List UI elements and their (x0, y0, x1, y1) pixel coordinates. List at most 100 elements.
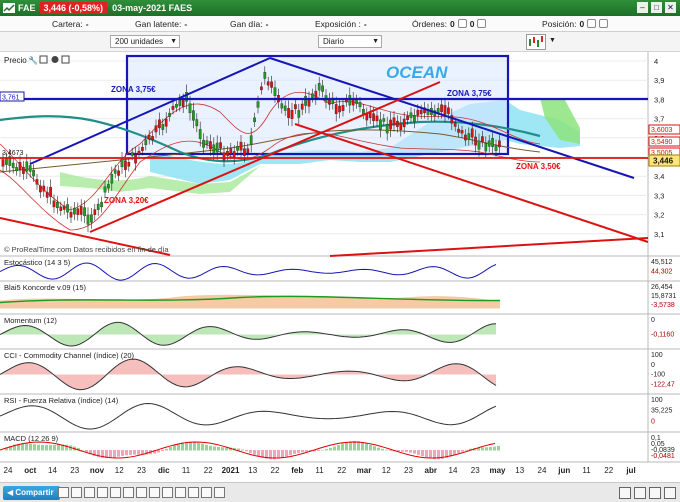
indicator-axis-value: 15,8731 (651, 293, 676, 300)
chevron-down-icon[interactable]: ▼ (549, 37, 556, 44)
minimize-icon[interactable]: – (637, 2, 648, 13)
candle-body (175, 104, 178, 108)
candle-body (280, 103, 284, 109)
scroll-end-icon[interactable] (664, 487, 676, 499)
macd-histogram-bar (469, 448, 472, 451)
candle-body (205, 140, 209, 145)
settings-square-icon[interactable] (39, 55, 48, 64)
draw-tool-icon-7[interactable] (136, 487, 147, 498)
position-close-icon[interactable] (599, 19, 609, 28)
zoom-out-icon[interactable] (634, 487, 646, 499)
x-axis-tick-label: 2021 (222, 466, 240, 475)
macd-histogram-bar (85, 450, 88, 453)
draw-tool-icon-2[interactable] (71, 487, 82, 498)
y-axis-tick-label: 3,9 (654, 76, 664, 85)
indicator-title: Blai5 Koncorde v.09 (15) (4, 283, 86, 292)
candle-body (66, 204, 69, 213)
macd-histogram-bar (321, 449, 324, 451)
units-select[interactable]: 200 unidades ▼ (110, 35, 180, 48)
zoom-in-icon[interactable] (619, 487, 631, 499)
exposicion-group: Exposición : - (315, 19, 367, 29)
macd-histogram-bar (333, 446, 336, 451)
x-axis-tick-label: 13 (515, 466, 524, 475)
macd-histogram-bar (409, 450, 412, 453)
candle-body (348, 95, 352, 106)
chevron-down-icon: ▼ (372, 38, 379, 45)
candle-body (355, 99, 358, 104)
oscillator-line (0, 358, 497, 391)
period-select[interactable]: Diario ▼ (318, 35, 382, 48)
close-icon[interactable]: ✕ (665, 2, 676, 13)
indicator-panel: Blai5 Koncorde v.09 (15) 26,454 15,8731 -3,… (0, 283, 676, 309)
draw-tool-icon-1[interactable] (58, 487, 69, 498)
y-axis-tick-label: 3,1 (654, 230, 664, 239)
orders-book-icon[interactable] (477, 19, 487, 28)
posicion-group: Posición: 0 (542, 19, 609, 29)
candle-body (110, 174, 114, 184)
macd-histogram-bar (257, 450, 260, 457)
macd-histogram-bar (17, 443, 20, 451)
maximize-icon[interactable]: □ (651, 2, 662, 13)
share-button[interactable]: ◀ Compartir (3, 486, 60, 500)
orders-list-icon[interactable] (457, 19, 467, 28)
macd-histogram-bar (341, 443, 344, 451)
ganancia-label: Gan latente: (135, 18, 182, 29)
indicator-axis-value: 0 (651, 362, 655, 369)
draw-tool-icon-10[interactable] (175, 487, 186, 498)
candle-body (498, 140, 501, 148)
candle-body (287, 108, 290, 118)
macd-histogram-bar (81, 449, 84, 451)
macd-histogram-bar (189, 441, 192, 451)
draw-tool-icon-9[interactable] (162, 487, 173, 498)
indicator-axis-value: 0 (651, 418, 655, 425)
macd-histogram-bar (425, 450, 428, 458)
candle-body (440, 104, 443, 113)
macd-histogram-bar (153, 450, 156, 454)
candle-body (450, 115, 454, 124)
draw-tool-icon-8[interactable] (149, 487, 160, 498)
candle-body (209, 141, 212, 150)
draw-tool-icon-6[interactable] (123, 487, 134, 498)
chart-area[interactable]: OCEAN ZONA 3,75€ ZONA 3,75€ ZONA 3,50€ Z… (0, 52, 680, 482)
candle-body (334, 104, 338, 115)
macd-histogram-bar (29, 443, 32, 451)
candle-body (443, 105, 447, 115)
wrench-icon[interactable]: 🔧 (28, 55, 38, 65)
chart-style-icon[interactable] (526, 34, 546, 50)
right-tag-value-1: 3,6003 (651, 127, 673, 134)
price-change-badge: 3,446 (-0,58%) (39, 2, 108, 14)
fit-icon[interactable] (649, 487, 661, 499)
draw-tool-icon-12[interactable] (201, 487, 212, 498)
draw-tool-icon-3[interactable] (84, 487, 95, 498)
maximize-panel-icon[interactable] (61, 55, 70, 64)
macd-histogram-bar (397, 450, 400, 452)
zona-375-right-label: ZONA 3,75€ (447, 89, 492, 98)
macd-histogram-bar (273, 450, 276, 460)
draw-tool-icon-11[interactable] (188, 487, 199, 498)
macd-histogram-bar (49, 445, 52, 451)
draw-tool-icon-4[interactable] (97, 487, 108, 498)
red-support-line-left (0, 217, 171, 256)
candle-body (392, 117, 396, 126)
macd-histogram-bar (137, 450, 140, 455)
candle-body (212, 144, 216, 154)
candle-body (314, 90, 318, 99)
close-indicator-icon[interactable] (51, 56, 59, 63)
macd-histogram-bar (465, 449, 468, 451)
draw-tool-icon-13[interactable] (214, 487, 225, 498)
macd-histogram-bar (37, 444, 40, 451)
x-axis-tick-label: 23 (70, 466, 79, 475)
macd-histogram-bar (449, 450, 452, 457)
koncorde-line (0, 295, 501, 304)
macd-histogram-bar (221, 447, 224, 451)
candle-body (419, 109, 423, 115)
exposicion-value: - (363, 18, 367, 29)
position-detail-icon[interactable] (587, 19, 597, 28)
candle-body (226, 151, 229, 156)
moving-average-mid (0, 129, 541, 173)
draw-tool-icon-5[interactable] (110, 487, 121, 498)
chart-canvas[interactable]: OCEAN ZONA 3,75€ ZONA 3,75€ ZONA 3,50€ Z… (0, 52, 680, 482)
candle-body (297, 110, 301, 118)
candle-body (409, 112, 413, 118)
indicator-axis-value: 45,512 (651, 259, 673, 266)
